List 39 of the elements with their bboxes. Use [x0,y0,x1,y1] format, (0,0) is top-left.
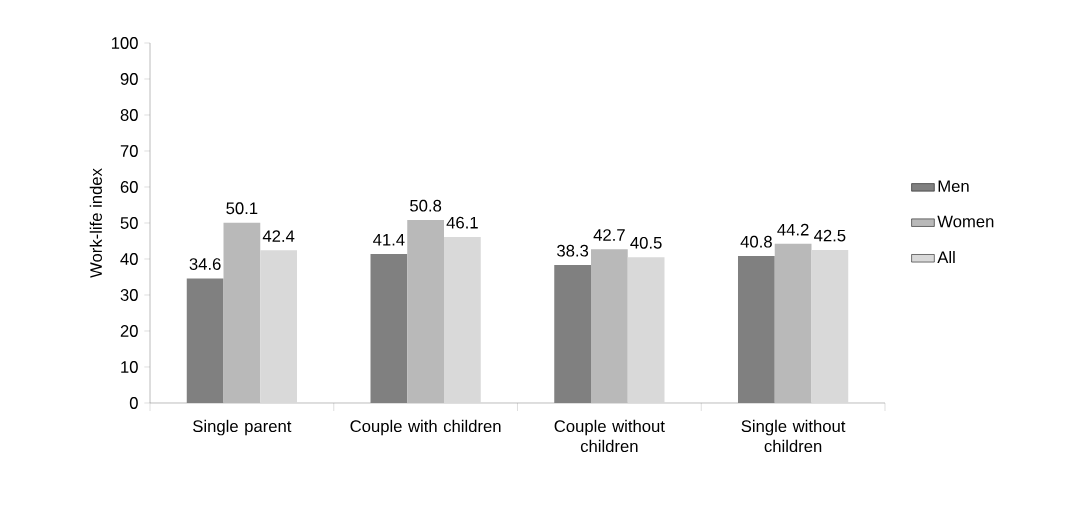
data-label: 42.4 [262,230,295,242]
y-tick-label: 100 [111,37,138,49]
bar [811,249,849,403]
y-tick-label: 90 [120,73,138,85]
y-tick-label: 40 [120,253,138,265]
bar [223,222,261,403]
y-tick-label: 0 [129,397,138,409]
legend-label: Men [938,180,969,193]
data-label: 50.8 [410,199,442,212]
y-tick-label: 30 [120,289,138,301]
data-label: 40.8 [740,235,772,248]
data-label: 50.1 [226,202,258,215]
y-tick-label: 70 [120,145,138,157]
data-label: 42.7 [593,229,625,241]
data-label: 38.3 [557,244,589,257]
y-tick-label: 80 [120,109,138,121]
data-label: 40.5 [630,236,662,249]
bar [591,249,628,403]
y-tick-label: 60 [120,181,138,193]
bar [774,243,812,403]
x-tick-label: Single without children [741,419,846,453]
y-tick-label: 10 [121,361,138,373]
data-label: 34.6 [189,258,221,270]
y-tick-label: 20 [120,325,138,337]
bar [627,257,665,403]
legend-label: All [937,250,955,264]
data-label: 46.1 [446,216,478,229]
y-axis-title: Work-life index [89,168,102,278]
y-tick-label: 50 [120,217,138,229]
x-tick-label: Single parent [193,419,292,436]
data-label: 44.2 [777,223,809,236]
legend-label: Women [937,215,994,228]
bar [444,237,481,403]
data-label: 42.5 [814,229,846,242]
bar [260,250,297,403]
bar [407,220,444,403]
data-label: 41.4 [373,234,405,246]
x-tick-label: Couple with children [350,419,501,436]
x-tick-label: Couple without children [554,419,665,453]
